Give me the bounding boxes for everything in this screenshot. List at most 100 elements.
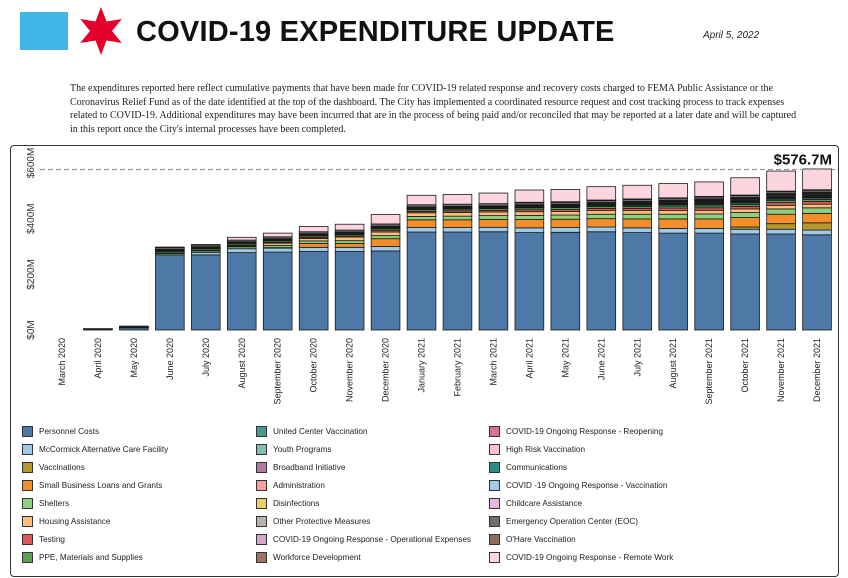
bar-segment	[658, 232, 688, 331]
bar-segment	[730, 217, 760, 228]
bar-segment	[766, 202, 796, 206]
bar-segment	[334, 246, 365, 252]
bar-segment	[658, 183, 688, 199]
bar-segment	[802, 207, 832, 214]
bar-segment	[478, 231, 509, 331]
bar-segment	[730, 177, 760, 196]
bar-segment	[442, 227, 473, 233]
bar-segment	[550, 218, 581, 228]
bar-segment	[191, 244, 221, 246]
bar-segment	[298, 243, 329, 248]
report-date: April 5, 2022	[703, 30, 760, 41]
bar-segment	[622, 210, 653, 215]
expenditure-chart: $0M $200M $400M $600M $576.7M March 2020 April…	[26, 148, 835, 405]
bar-segment	[622, 184, 653, 200]
bar-segment	[514, 219, 545, 229]
bar-segment	[658, 210, 688, 215]
y-tick-label: $200M	[26, 259, 37, 290]
x-tick-label: January 2021	[417, 338, 427, 393]
x-tick-label: February 2021	[452, 338, 462, 397]
page-title: COVID-19 EXPENDITURE UPDATE	[136, 16, 615, 48]
bar-segment	[370, 250, 401, 331]
bar-segment	[478, 211, 509, 217]
bar-segment	[442, 212, 473, 217]
bar-segment	[586, 186, 617, 201]
x-tick-label: September 2021	[704, 338, 714, 405]
bar-segment	[514, 227, 545, 233]
x-tick-label: March 2021	[488, 338, 498, 386]
bar-segment	[442, 231, 473, 331]
x-tick-label: November 2021	[776, 338, 786, 402]
bar-segment	[370, 238, 401, 247]
bar-segment	[550, 189, 581, 203]
bar-segment	[694, 228, 724, 234]
bar-segment	[334, 251, 365, 331]
x-tick-label: April 2021	[524, 338, 534, 379]
bar-segment	[802, 168, 832, 191]
bar-segment	[406, 231, 437, 331]
bar-segment	[622, 227, 653, 233]
bar-segment	[298, 226, 329, 233]
y-tick-label: $600M	[26, 148, 37, 179]
x-tick-label: December 2021	[812, 338, 822, 402]
chart-frame	[10, 145, 839, 577]
x-tick-label: October 2021	[740, 338, 750, 393]
bar-segment	[550, 227, 581, 233]
bar-segment	[802, 234, 832, 331]
city-flag-logo	[20, 12, 68, 50]
bar-segment	[370, 246, 401, 252]
bar-segment	[622, 213, 653, 220]
bar-segment	[226, 236, 257, 241]
bar-segment	[802, 229, 832, 236]
bar-segment	[406, 212, 437, 217]
bar-segment	[658, 228, 688, 234]
bar-segment	[226, 248, 257, 254]
bar-segment	[622, 218, 653, 229]
bar-segment	[550, 211, 581, 216]
bar-segment	[334, 236, 365, 242]
bar-segment	[766, 208, 796, 215]
bar-segment	[370, 214, 401, 225]
x-tick-label: July 2021	[632, 338, 642, 377]
bar-segment	[730, 212, 760, 218]
bar-segment	[191, 254, 221, 331]
bar-segment	[586, 218, 617, 228]
bar-segment	[658, 218, 688, 229]
bar-segment	[586, 231, 617, 331]
bar-segment	[766, 228, 796, 235]
bar-segment	[802, 201, 832, 205]
bar-segment	[586, 210, 617, 215]
bar-segment	[119, 325, 149, 328]
description-paragraph: The expenditures reported here reflect c…	[70, 83, 797, 135]
x-tick-label: June 2021	[596, 338, 606, 380]
bar-segment	[550, 231, 581, 331]
x-tick-label: July 2020	[201, 338, 211, 377]
bar-segment	[514, 214, 545, 220]
bar-segment	[766, 204, 796, 210]
bar-segment	[155, 246, 185, 249]
bar-segment	[802, 212, 832, 224]
x-tick-label: November 2020	[345, 338, 355, 402]
bar-segment	[83, 328, 113, 330]
x-tick-label: October 2020	[309, 338, 319, 393]
bar-segment	[478, 226, 509, 233]
bar-segment	[370, 231, 401, 237]
six-pointed-star-icon	[80, 7, 122, 55]
bar-segment	[766, 213, 796, 225]
bar-segment	[694, 213, 724, 220]
bar-segment	[298, 251, 329, 331]
bar-segment	[694, 181, 724, 197]
x-tick-label: March 2020	[57, 338, 67, 386]
bar-segment	[586, 226, 617, 233]
bar-segment	[334, 223, 365, 231]
y-tick-label: $0M	[26, 320, 37, 339]
bar-segment	[766, 223, 796, 230]
bar-segment	[514, 211, 545, 216]
bar-segment	[406, 194, 437, 206]
bar-segment	[514, 189, 545, 203]
bar-segment	[370, 235, 401, 240]
bar-segment	[766, 170, 796, 192]
y-tick-label: $400M	[26, 203, 37, 234]
bar-segment	[658, 213, 688, 220]
bar-segment	[442, 219, 473, 228]
